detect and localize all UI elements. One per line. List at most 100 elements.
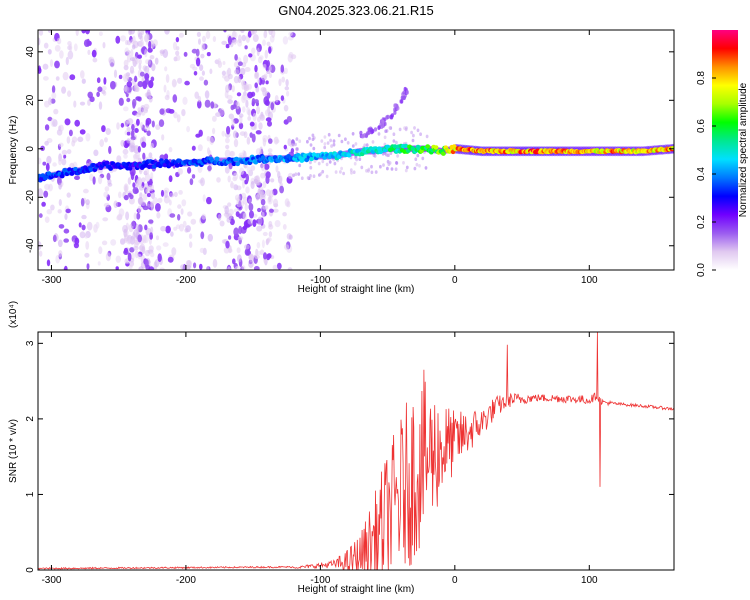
spectrogram-point	[226, 217, 232, 223]
spectrogram-point	[58, 182, 62, 190]
spectrogram-point	[339, 170, 342, 174]
spectrogram-point	[433, 145, 439, 150]
spectrogram-point	[309, 143, 313, 147]
colorbar-gradient	[712, 30, 738, 270]
spectrogram-point	[321, 159, 325, 164]
spectrogram-point	[123, 86, 130, 93]
spectrogram-point	[157, 197, 163, 204]
spectrogram-point	[50, 118, 56, 127]
spectrogram-point	[47, 30, 52, 33]
snr-x-tick-label: 0	[452, 575, 458, 586]
spectrogram-point	[199, 263, 203, 270]
spectrogram-point	[81, 214, 87, 220]
spectrogram-point	[124, 185, 128, 194]
spectrogram-point	[251, 47, 256, 55]
spectrogram-point	[344, 137, 347, 141]
spectrogram-point	[248, 203, 254, 211]
spectrogram-point	[232, 130, 238, 139]
spectrogram-point	[120, 139, 125, 147]
spectrogram-point	[233, 75, 239, 84]
spectrogram-y-tick-label: -20	[25, 190, 36, 205]
spectrogram-point	[298, 139, 302, 143]
spectrogram-point	[264, 49, 268, 59]
spectrogram-point	[124, 258, 129, 264]
spectrogram-point	[157, 163, 163, 169]
spectrogram-point	[263, 73, 268, 79]
spectrogram-point	[120, 122, 125, 128]
spectrogram-point	[183, 51, 188, 57]
spectrogram-point	[245, 186, 250, 194]
spectrogram-point	[126, 53, 132, 63]
spectrogram-point	[361, 134, 365, 139]
spectrogram-point	[367, 169, 370, 173]
spectrogram-point	[192, 66, 198, 71]
spectrogram-point	[250, 165, 256, 171]
snr-x-tick-label: -200	[176, 575, 196, 586]
spectrogram-point	[144, 49, 148, 58]
spectrogram-point	[69, 74, 76, 81]
spectrogram-point	[131, 44, 136, 50]
spectrogram-point	[44, 216, 50, 223]
spectrogram-point	[132, 182, 136, 188]
spectrogram-point	[171, 247, 177, 256]
spectrogram-point	[144, 65, 150, 74]
spectrogram-point	[392, 139, 396, 143]
spectrogram-point	[405, 90, 409, 95]
spectrogram-point	[323, 135, 327, 139]
spectrogram-point	[253, 160, 259, 165]
spectrogram-point	[77, 136, 84, 143]
spectrogram-point	[295, 137, 299, 141]
spectrogram-point	[97, 261, 101, 266]
snr-x-tick-label: 100	[581, 575, 598, 586]
snr-x-label: Height of straight line (km)	[298, 584, 415, 595]
spectrogram-point	[320, 139, 324, 143]
spectrogram-point	[151, 120, 155, 128]
spectrogram-point	[266, 41, 271, 47]
spectrogram-point	[159, 108, 165, 115]
spectrogram-point	[143, 103, 150, 110]
spectrogram-point	[105, 252, 111, 262]
spectrogram-point	[379, 164, 382, 169]
spectrogram-point	[306, 139, 309, 144]
spectrogram-point	[162, 242, 169, 247]
spectrogram-point	[65, 56, 69, 66]
spectrogram-point	[51, 85, 56, 94]
spectrogram-point	[283, 144, 287, 150]
spectrogram-point	[425, 144, 431, 149]
spectrogram-point	[38, 213, 43, 218]
spectrogram-point	[46, 171, 52, 176]
spectrogram-point	[395, 161, 399, 165]
spectrogram-point	[139, 192, 143, 199]
colorbar-tick-label: 0.2	[696, 215, 707, 229]
spectrogram-point	[44, 183, 51, 190]
spectrogram-point	[97, 86, 103, 93]
spectrogram-point	[325, 162, 329, 167]
spectrogram-point	[128, 265, 133, 269]
spectrogram-point	[63, 154, 67, 159]
spectrogram-point	[129, 247, 135, 253]
spectrogram-point	[268, 72, 272, 79]
spectrogram-point	[43, 42, 49, 49]
spectrogram-point	[154, 57, 159, 65]
spectrogram-point	[247, 116, 252, 121]
spectrogram-point	[193, 262, 197, 269]
spectrogram-point	[199, 76, 204, 81]
spectrogram-point	[206, 196, 212, 205]
spectrogram-point	[246, 107, 251, 115]
spectrogram-point	[137, 81, 144, 88]
spectrogram-point	[229, 150, 236, 157]
spectrogram-point	[101, 85, 107, 91]
spectrogram-point	[130, 39, 134, 44]
spectrogram-point	[110, 80, 116, 90]
spectrogram-point	[182, 96, 188, 105]
spectrogram-point	[133, 246, 139, 251]
spectrogram-point	[403, 86, 407, 92]
spectrogram-point	[147, 59, 151, 65]
spectrogram-point	[412, 133, 415, 138]
spectrogram-point	[260, 172, 266, 179]
spectrogram-point	[416, 153, 420, 158]
spectrogram-point	[404, 127, 408, 132]
spectrogram-point	[126, 97, 131, 103]
spectrogram-point	[287, 138, 292, 147]
